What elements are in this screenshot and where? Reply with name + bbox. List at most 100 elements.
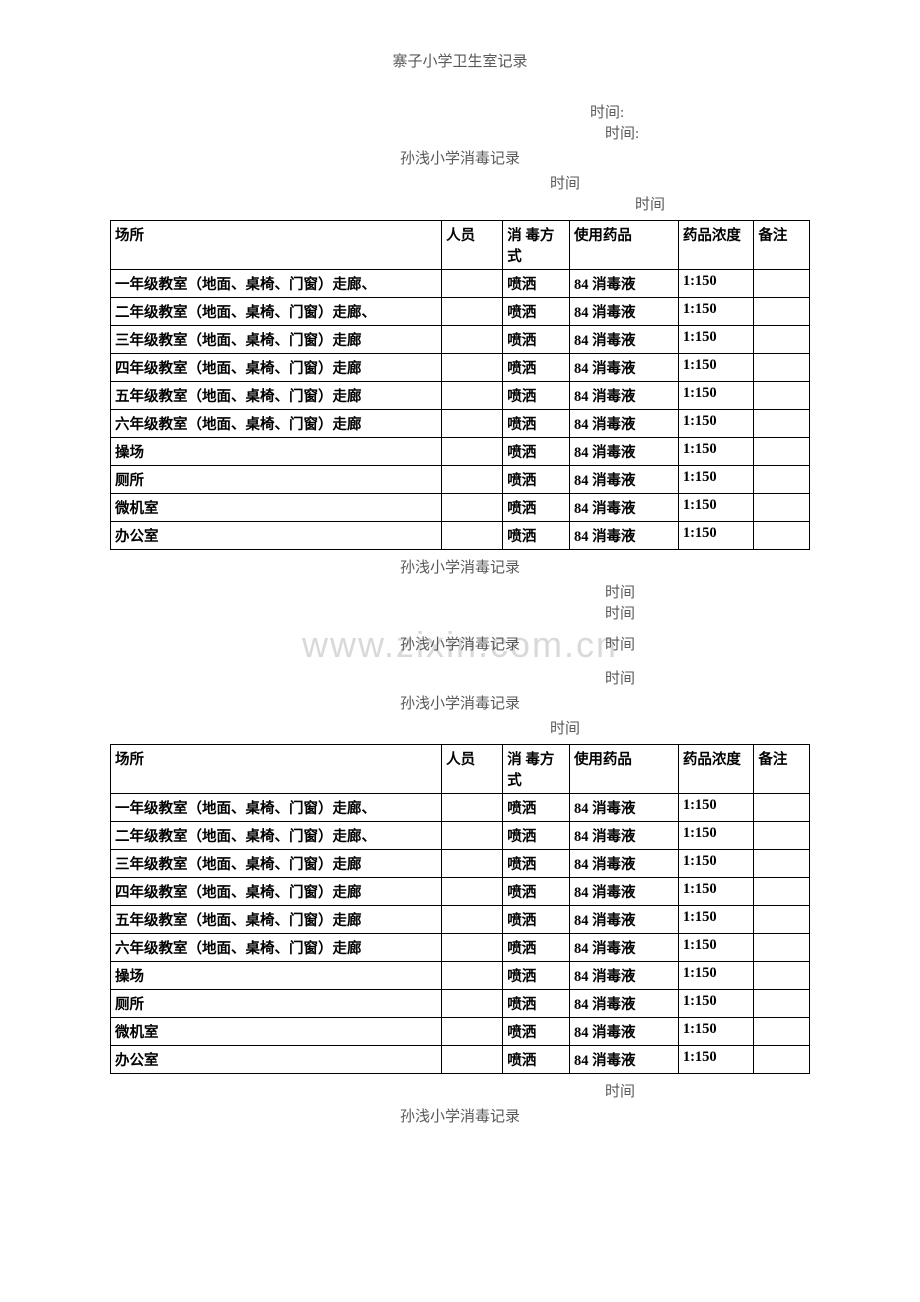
- table-row: 三年级教室（地面、桌椅、门窗）走廊喷洒84 消毒液1:150: [111, 326, 810, 354]
- cell-concentration: 1:150: [678, 794, 754, 822]
- cell-location: 五年级教室（地面、桌椅、门窗）走廊: [111, 906, 442, 934]
- cell-remark: [754, 298, 810, 326]
- cell-chemical: 84 消毒液: [569, 850, 678, 878]
- cell-chemical: 84 消毒液: [569, 822, 678, 850]
- table-header-row: 场所 人员 消 毒方式 使用药品 药品浓度 备注: [111, 745, 810, 794]
- time-label: 时间: [605, 602, 810, 623]
- cell-person: [442, 850, 503, 878]
- cell-location: 六年级教室（地面、桌椅、门窗）走廊: [111, 410, 442, 438]
- cell-chemical: 84 消毒液: [569, 878, 678, 906]
- cell-concentration: 1:150: [678, 990, 754, 1018]
- cell-remark: [754, 270, 810, 298]
- section-title: 孙浅小学消毒记录: [110, 1105, 810, 1126]
- cell-chemical: 84 消毒液: [569, 794, 678, 822]
- section-title: 孙浅小学消毒记录: [110, 147, 810, 168]
- cell-concentration: 1:150: [678, 438, 754, 466]
- cell-method: 喷洒: [503, 1018, 570, 1046]
- cell-remark: [754, 466, 810, 494]
- cell-location: 四年级教室（地面、桌椅、门窗）走廊: [111, 354, 442, 382]
- cell-method: 喷洒: [503, 794, 570, 822]
- cell-chemical: 84 消毒液: [569, 326, 678, 354]
- cell-location: 厕所: [111, 466, 442, 494]
- cell-person: [442, 990, 503, 1018]
- cell-location: 六年级教室（地面、桌椅、门窗）走廊: [111, 934, 442, 962]
- cell-chemical: 84 消毒液: [569, 466, 678, 494]
- table-row: 六年级教室（地面、桌椅、门窗）走廊喷洒84 消毒液1:150: [111, 410, 810, 438]
- table-row: 操场喷洒84 消毒液1:150: [111, 438, 810, 466]
- time-label: 时间: [605, 633, 635, 654]
- table-row: 三年级教室（地面、桌椅、门窗）走廊喷洒84 消毒液1:150: [111, 850, 810, 878]
- cell-location: 五年级教室（地面、桌椅、门窗）走廊: [111, 382, 442, 410]
- cell-method: 喷洒: [503, 990, 570, 1018]
- cell-method: 喷洒: [503, 410, 570, 438]
- table-row: 五年级教室（地面、桌椅、门窗）走廊喷洒84 消毒液1:150: [111, 382, 810, 410]
- table-row: 一年级教室（地面、桌椅、门窗）走廊、喷洒84 消毒液1:150: [111, 794, 810, 822]
- time-label: 时间: [550, 172, 810, 193]
- cell-concentration: 1:150: [678, 822, 754, 850]
- cell-remark: [754, 822, 810, 850]
- table-row: 四年级教室（地面、桌椅、门窗）走廊喷洒84 消毒液1:150: [111, 878, 810, 906]
- cell-concentration: 1:150: [678, 906, 754, 934]
- cell-person: [442, 1018, 503, 1046]
- cell-person: [442, 522, 503, 550]
- time-label: 时间:: [590, 101, 810, 122]
- header-chemical: 使用药品: [569, 745, 678, 794]
- table-row: 微机室喷洒84 消毒液1:150: [111, 494, 810, 522]
- cell-person: [442, 270, 503, 298]
- cell-chemical: 84 消毒液: [569, 962, 678, 990]
- cell-person: [442, 822, 503, 850]
- time-label: 时间: [635, 193, 810, 214]
- cell-method: 喷洒: [503, 438, 570, 466]
- cell-location: 一年级教室（地面、桌椅、门窗）走廊、: [111, 270, 442, 298]
- cell-chemical: 84 消毒液: [569, 1046, 678, 1074]
- header-method: 消 毒方式: [503, 745, 570, 794]
- time-label: 时间: [550, 717, 810, 738]
- cell-chemical: 84 消毒液: [569, 298, 678, 326]
- cell-person: [442, 494, 503, 522]
- cell-location: 四年级教室（地面、桌椅、门窗）走廊: [111, 878, 442, 906]
- cell-person: [442, 326, 503, 354]
- section-title: 孙浅小学消毒记录: [110, 692, 810, 713]
- cell-method: 喷洒: [503, 326, 570, 354]
- cell-person: [442, 438, 503, 466]
- cell-person: [442, 354, 503, 382]
- cell-person: [442, 382, 503, 410]
- table-row: 办公室喷洒84 消毒液1:150: [111, 1046, 810, 1074]
- table-row: 四年级教室（地面、桌椅、门窗）走廊喷洒84 消毒液1:150: [111, 354, 810, 382]
- disinfection-table: 场所 人员 消 毒方式 使用药品 药品浓度 备注 一年级教室（地面、桌椅、门窗）…: [110, 744, 810, 1074]
- cell-method: 喷洒: [503, 298, 570, 326]
- table-row: 一年级教室（地面、桌椅、门窗）走廊、喷洒84 消毒液1:150: [111, 270, 810, 298]
- cell-concentration: 1:150: [678, 934, 754, 962]
- cell-remark: [754, 906, 810, 934]
- cell-method: 喷洒: [503, 878, 570, 906]
- cell-method: 喷洒: [503, 382, 570, 410]
- cell-location: 办公室: [111, 1046, 442, 1074]
- cell-person: [442, 410, 503, 438]
- header-remark: 备注: [754, 745, 810, 794]
- table-row: 五年级教室（地面、桌椅、门窗）走廊喷洒84 消毒液1:150: [111, 906, 810, 934]
- cell-remark: [754, 1018, 810, 1046]
- table-row: 二年级教室（地面、桌椅、门窗）走廊、 喷洒84 消毒液1:150: [111, 822, 810, 850]
- cell-remark: [754, 794, 810, 822]
- cell-chemical: 84 消毒液: [569, 410, 678, 438]
- cell-chemical: 84 消毒液: [569, 494, 678, 522]
- cell-method: 喷洒: [503, 822, 570, 850]
- disinfection-table: 场所 人员 消 毒方式 使用药品 药品浓度 备注 一年级教室（地面、桌椅、门窗）…: [110, 220, 810, 550]
- cell-location: 微机室: [111, 494, 442, 522]
- cell-chemical: 84 消毒液: [569, 906, 678, 934]
- cell-chemical: 84 消毒液: [569, 990, 678, 1018]
- table-row: 六年级教室（地面、桌椅、门窗）走廊喷洒84 消毒液1:150: [111, 934, 810, 962]
- cell-remark: [754, 934, 810, 962]
- cell-concentration: 1:150: [678, 382, 754, 410]
- cell-method: 喷洒: [503, 466, 570, 494]
- cell-concentration: 1:150: [678, 962, 754, 990]
- cell-location: 二年级教室（地面、桌椅、门窗）走廊、: [111, 822, 442, 850]
- cell-concentration: 1:150: [678, 298, 754, 326]
- cell-remark: [754, 522, 810, 550]
- time-label: 时间: [605, 581, 810, 602]
- cell-person: [442, 962, 503, 990]
- cell-location: 办公室: [111, 522, 442, 550]
- cell-person: [442, 878, 503, 906]
- cell-chemical: 84 消毒液: [569, 1018, 678, 1046]
- cell-method: 喷洒: [503, 494, 570, 522]
